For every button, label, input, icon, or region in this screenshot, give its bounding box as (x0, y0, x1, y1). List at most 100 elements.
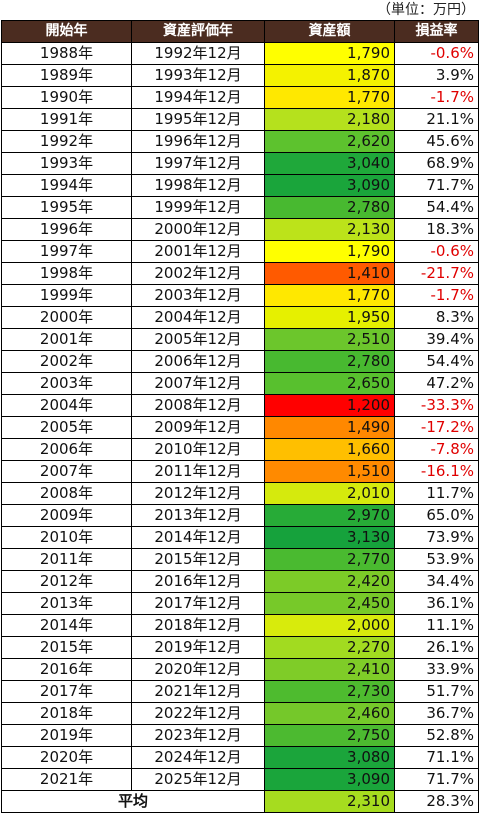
table-header-row: 開始年 資産評価年 資産額 損益率 (1, 20, 479, 43)
table-row: 1998年 2002年12月 1,410 -21.7% (1, 262, 479, 285)
asset-cell: 2,970 (264, 504, 395, 527)
eval-year-cell: 2004年12月 (131, 306, 265, 329)
start-year-cell: 2001年 (1, 328, 132, 351)
table-row: 1997年 2001年12月 1,790 -0.6% (1, 240, 479, 263)
rate-cell: 65.0% (394, 504, 479, 527)
table-row: 1999年 2003年12月 1,770 -1.7% (1, 284, 479, 307)
start-year-cell: 2016年 (1, 658, 132, 681)
rate-cell: 34.4% (394, 570, 479, 593)
start-year-cell: 2021年 (1, 768, 132, 791)
rate-cell: -16.1% (394, 460, 479, 483)
eval-year-cell: 1998年12月 (131, 174, 265, 197)
table-row: 2001年 2005年12月 2,510 39.4% (1, 328, 479, 351)
asset-cell: 1,660 (264, 438, 395, 461)
table-row: 1992年 1996年12月 2,620 45.6% (1, 130, 479, 153)
eval-year-cell: 2019年12月 (131, 636, 265, 659)
asset-cell: 2,450 (264, 592, 395, 615)
rate-cell: 73.9% (394, 526, 479, 549)
eval-year-cell: 2022年12月 (131, 702, 265, 725)
asset-table: 開始年 資産評価年 資産額 損益率 1988年 1992年12月 1,790 -0.6… (1, 20, 479, 813)
rate-cell: 21.1% (394, 108, 479, 131)
eval-year-cell: 2008年12月 (131, 394, 265, 417)
table-row: 2018年 2022年12月 2,460 36.7% (1, 702, 479, 725)
rate-cell: 26.1% (394, 636, 479, 659)
start-year-cell: 1995年 (1, 196, 132, 219)
eval-year-cell: 2009年12月 (131, 416, 265, 439)
start-year-cell: 1988年 (1, 42, 132, 65)
rate-cell: 51.7% (394, 680, 479, 703)
start-year-cell: 1989年 (1, 64, 132, 87)
asset-cell: 3,090 (264, 768, 395, 791)
header-eval-year: 資産評価年 (131, 20, 265, 43)
table-row: 2003年 2007年12月 2,650 47.2% (1, 372, 479, 395)
start-year-cell: 2014年 (1, 614, 132, 637)
asset-cell: 2,750 (264, 724, 395, 747)
start-year-cell: 2008年 (1, 482, 132, 505)
start-year-cell: 2003年 (1, 372, 132, 395)
rate-cell: -17.2% (394, 416, 479, 439)
rate-cell: 18.3% (394, 218, 479, 241)
eval-year-cell: 2014年12月 (131, 526, 265, 549)
rate-cell: 47.2% (394, 372, 479, 395)
start-year-cell: 1993年 (1, 152, 132, 175)
average-asset: 2,310 (264, 790, 395, 813)
asset-cell: 1,790 (264, 240, 395, 263)
eval-year-cell: 2006年12月 (131, 350, 265, 373)
asset-cell: 1,490 (264, 416, 395, 439)
table-row: 2013年 2017年12月 2,450 36.1% (1, 592, 479, 615)
eval-year-cell: 2011年12月 (131, 460, 265, 483)
header-rate: 損益率 (394, 20, 479, 43)
eval-year-cell: 2021年12月 (131, 680, 265, 703)
asset-cell: 2,620 (264, 130, 395, 153)
rate-cell: 68.9% (394, 152, 479, 175)
eval-year-cell: 2025年12月 (131, 768, 265, 791)
table-row: 1996年 2000年12月 2,130 18.3% (1, 218, 479, 241)
start-year-cell: 2015年 (1, 636, 132, 659)
table-row: 2020年 2024年12月 3,080 71.1% (1, 746, 479, 769)
eval-year-cell: 2020年12月 (131, 658, 265, 681)
table-row: 2012年 2016年12月 2,420 34.4% (1, 570, 479, 593)
eval-year-cell: 2013年12月 (131, 504, 265, 527)
start-year-cell: 1996年 (1, 218, 132, 241)
eval-year-cell: 1993年12月 (131, 64, 265, 87)
asset-cell: 3,130 (264, 526, 395, 549)
rate-cell: 53.9% (394, 548, 479, 571)
table-row: 2019年 2023年12月 2,750 52.8% (1, 724, 479, 747)
table-row: 2015年 2019年12月 2,270 26.1% (1, 636, 479, 659)
eval-year-cell: 2024年12月 (131, 746, 265, 769)
rate-cell: -21.7% (394, 262, 479, 285)
header-asset: 資産額 (264, 20, 395, 43)
start-year-cell: 2006年 (1, 438, 132, 461)
rate-cell: -0.6% (394, 240, 479, 263)
table-row: 1991年 1995年12月 2,180 21.1% (1, 108, 479, 131)
table-row: 2005年 2009年12月 1,490 -17.2% (1, 416, 479, 439)
start-year-cell: 1998年 (1, 262, 132, 285)
start-year-cell: 2017年 (1, 680, 132, 703)
table-row: 2014年 2018年12月 2,000 11.1% (1, 614, 479, 637)
average-label: 平均 (1, 790, 265, 813)
start-year-cell: 2009年 (1, 504, 132, 527)
asset-cell: 2,010 (264, 482, 395, 505)
table-row: 1994年 1998年12月 3,090 71.7% (1, 174, 479, 197)
start-year-cell: 1990年 (1, 86, 132, 109)
table-row: 1988年 1992年12月 1,790 -0.6% (1, 42, 479, 65)
asset-cell: 2,420 (264, 570, 395, 593)
eval-year-cell: 2012年12月 (131, 482, 265, 505)
rate-cell: -33.3% (394, 394, 479, 417)
rate-cell: 54.4% (394, 196, 479, 219)
asset-cell: 3,090 (264, 174, 395, 197)
start-year-cell: 1994年 (1, 174, 132, 197)
rate-cell: 36.7% (394, 702, 479, 725)
table-body: 1988年 1992年12月 1,790 -0.6% 1989年 1993年12月 1,87… (1, 42, 479, 791)
rate-cell: 39.4% (394, 328, 479, 351)
eval-year-cell: 1997年12月 (131, 152, 265, 175)
rate-cell: 3.9% (394, 64, 479, 87)
asset-cell: 2,780 (264, 196, 395, 219)
rate-cell: 8.3% (394, 306, 479, 329)
rate-cell: -1.7% (394, 284, 479, 307)
rate-cell: 54.4% (394, 350, 479, 373)
eval-year-cell: 2015年12月 (131, 548, 265, 571)
table-row: 2004年 2008年12月 1,200 -33.3% (1, 394, 479, 417)
start-year-cell: 2012年 (1, 570, 132, 593)
table-row: 1995年 1999年12月 2,780 54.4% (1, 196, 479, 219)
